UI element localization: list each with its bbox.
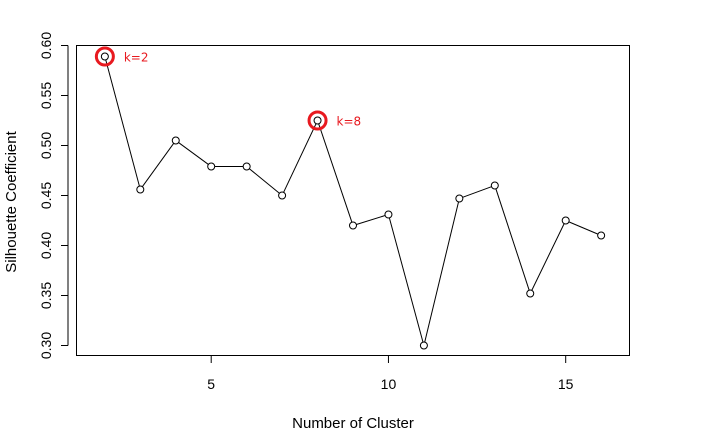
x-axis-title: Number of Cluster xyxy=(292,415,414,432)
y-tick-label: 0.40 xyxy=(38,232,54,259)
data-point xyxy=(384,210,393,219)
data-point xyxy=(207,162,216,171)
series-layer xyxy=(100,52,606,350)
line-segment xyxy=(318,123,353,223)
line-segment xyxy=(531,223,565,291)
line-segment xyxy=(424,201,460,343)
y-tick-label: 0.30 xyxy=(38,332,54,359)
x-tick-label: 15 xyxy=(558,376,574,392)
line-segment xyxy=(568,221,599,235)
annotation-layer: k=2 k=8 xyxy=(94,46,362,131)
data-point xyxy=(419,341,428,350)
data-point xyxy=(136,185,145,194)
y-tick-label: 0.60 xyxy=(38,32,54,59)
y-axis-title: Silhouette Coefficient xyxy=(3,130,20,272)
line-segment xyxy=(141,143,175,187)
x-axis: 5 10 15 xyxy=(207,355,574,392)
line-segment xyxy=(388,217,424,343)
y-tick-label: 0.55 xyxy=(38,82,54,109)
y-tick-label: 0.35 xyxy=(38,282,54,309)
y-tick-label: 0.45 xyxy=(38,182,54,209)
y-tick-label: 0.50 xyxy=(38,132,54,159)
line-segment xyxy=(283,123,317,193)
data-point xyxy=(242,162,251,171)
data-point xyxy=(455,194,464,203)
data-point xyxy=(526,289,535,298)
data-point xyxy=(171,136,180,145)
highlight-ring xyxy=(307,110,328,131)
data-point xyxy=(561,216,570,225)
data-point xyxy=(278,191,287,200)
highlight-ring xyxy=(94,46,115,67)
line-segment xyxy=(105,59,140,187)
data-point xyxy=(349,221,357,230)
line-segment xyxy=(178,142,209,165)
data-point xyxy=(597,231,606,240)
line-segment xyxy=(495,188,530,291)
data-point xyxy=(490,181,499,190)
data-point xyxy=(313,116,322,125)
x-tick-label: 5 xyxy=(207,376,215,392)
line-segment xyxy=(462,186,492,198)
annotation-label: k=8 xyxy=(337,115,362,129)
line-segment xyxy=(356,215,386,225)
plot-frame xyxy=(76,45,630,356)
x-tick-label: 10 xyxy=(381,376,397,392)
y-axis: 0.30 0.35 0.40 0.45 0.50 0.55 0.60 xyxy=(38,32,69,359)
line-segment xyxy=(249,168,280,194)
data-point xyxy=(100,52,109,61)
annotation-label: k=2 xyxy=(124,51,149,65)
